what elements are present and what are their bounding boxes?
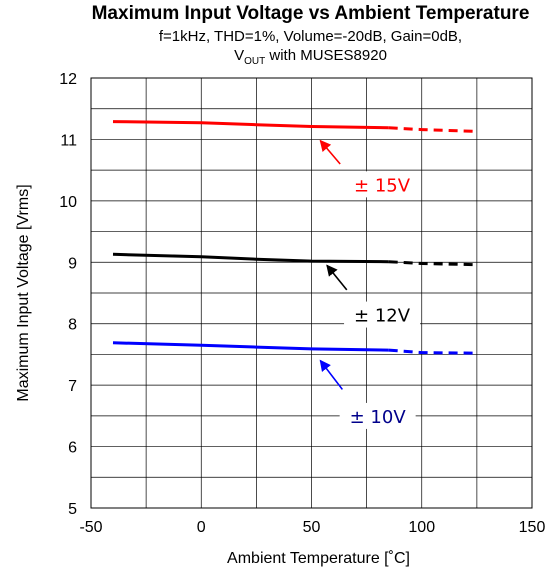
y-tick-label: 7 xyxy=(68,378,77,395)
series-line-dashed xyxy=(388,348,477,355)
x-tick-label: 50 xyxy=(303,519,321,536)
grid xyxy=(90,77,533,509)
axes: -50 0 50 100 150 5 6 7 8 9 10 11 12 Ambient Temperatu… xyxy=(15,71,545,567)
x-axis-label: Ambient Temperature [˚C] xyxy=(227,550,410,567)
series-label-background xyxy=(344,301,421,328)
y-tick-label: 5 xyxy=(68,501,77,518)
x-tick-label: -50 xyxy=(79,519,102,536)
x-tick-label: 0 xyxy=(197,519,206,536)
vout-subscript: OUT xyxy=(244,56,266,67)
series-label: ± 15V xyxy=(354,175,411,196)
annotation-arrow xyxy=(319,139,341,165)
x-tick-label: 100 xyxy=(408,519,435,536)
annotation-arrow xyxy=(326,264,348,291)
chart-title: Maximum Input Voltage vs Ambient Tempera… xyxy=(91,3,530,24)
series-line-solid xyxy=(112,120,389,130)
chart-subtitle: f=1kHz, THD=1%, Volume=-20dB, Gain=0dB, … xyxy=(0,27,551,71)
annotations: ± 15V ± 12V ± 10V xyxy=(319,139,421,429)
annotation-arrow xyxy=(319,359,344,390)
y-tick-label: 11 xyxy=(60,132,77,149)
series-line-solid xyxy=(112,252,389,264)
x-tick-label: 150 xyxy=(519,519,546,536)
series-label: ± 12V xyxy=(354,306,411,327)
subtitle-line-1: f=1kHz, THD=1%, Volume=-20dB, Gain=0dB, xyxy=(158,28,463,45)
series-line-dashed xyxy=(388,260,477,267)
series-group xyxy=(112,120,477,355)
series-label-background xyxy=(339,402,416,429)
series-label: ± 10V xyxy=(350,407,407,428)
y-tick-label: 12 xyxy=(59,71,77,88)
plot-frame xyxy=(90,77,533,509)
subtitle-line-2-rest: with MUSES8920 xyxy=(265,47,387,64)
y-tick-label: 10 xyxy=(59,194,77,211)
y-tick-label: 8 xyxy=(68,317,77,334)
series-line-solid xyxy=(112,341,389,352)
vout-symbol: V xyxy=(234,47,245,64)
y-tick-label: 6 xyxy=(68,440,77,457)
y-tick-label: 9 xyxy=(68,255,77,272)
series-label-background xyxy=(344,171,421,198)
subtitle-line-2: VOUT with MUSES8920 xyxy=(70,46,551,71)
y-axis-label: Maximum Input Voltage [Vrms] xyxy=(15,184,32,401)
series-line-dashed xyxy=(388,126,477,133)
